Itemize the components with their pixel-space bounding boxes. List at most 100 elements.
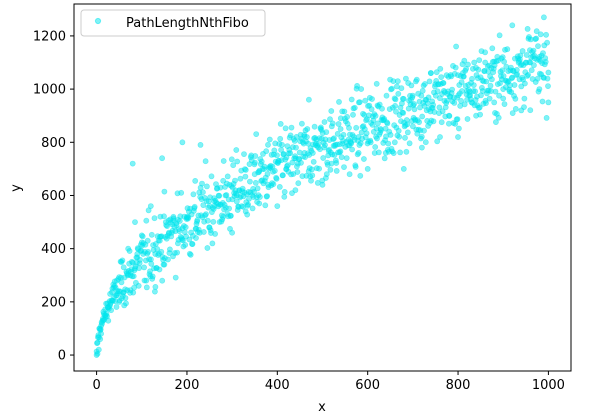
data-point bbox=[161, 188, 168, 195]
data-point bbox=[274, 152, 280, 159]
data-point bbox=[152, 283, 159, 290]
data-point bbox=[535, 43, 541, 49]
data-point bbox=[382, 149, 389, 156]
data-point bbox=[166, 246, 173, 253]
data-point bbox=[204, 217, 211, 224]
data-point bbox=[301, 149, 308, 156]
data-point bbox=[372, 112, 379, 119]
x-tick-label: 600 bbox=[355, 378, 380, 393]
data-point bbox=[360, 156, 367, 162]
data-point bbox=[509, 74, 516, 81]
data-point bbox=[373, 80, 380, 87]
data-point bbox=[540, 50, 546, 56]
data-point bbox=[333, 160, 340, 166]
data-point bbox=[105, 317, 112, 324]
data-point bbox=[393, 108, 399, 115]
data-point bbox=[402, 134, 408, 141]
data-point bbox=[279, 141, 285, 148]
data-point bbox=[495, 114, 502, 121]
data-point bbox=[178, 189, 185, 196]
data-point bbox=[340, 131, 347, 138]
data-point bbox=[422, 139, 429, 146]
data-point bbox=[241, 151, 247, 157]
data-point bbox=[190, 191, 197, 198]
y-tick-label: 200 bbox=[41, 295, 66, 310]
data-point bbox=[156, 237, 163, 244]
data-point bbox=[211, 195, 217, 201]
data-point bbox=[189, 241, 196, 247]
data-point bbox=[182, 224, 189, 231]
data-point bbox=[348, 140, 355, 147]
x-axis-title: x bbox=[318, 400, 326, 415]
data-point bbox=[251, 188, 257, 195]
data-point bbox=[98, 330, 104, 337]
x-tick-label: 1000 bbox=[532, 378, 565, 393]
data-point bbox=[440, 80, 447, 86]
data-point bbox=[319, 181, 326, 188]
y-axis-title: y bbox=[9, 184, 24, 192]
legend-box bbox=[80, 9, 266, 37]
data-point bbox=[245, 201, 251, 208]
data-point bbox=[476, 57, 483, 63]
data-point bbox=[530, 47, 537, 54]
data-point bbox=[496, 32, 503, 39]
data-point bbox=[511, 82, 518, 88]
data-point bbox=[458, 98, 464, 104]
data-point bbox=[226, 205, 232, 212]
data-point bbox=[100, 317, 107, 324]
data-point bbox=[461, 101, 468, 108]
data-point bbox=[500, 86, 507, 92]
data-point bbox=[496, 92, 502, 99]
data-point bbox=[455, 125, 462, 132]
data-point bbox=[521, 95, 528, 102]
data-point bbox=[186, 236, 193, 243]
data-point bbox=[418, 144, 425, 151]
data-point bbox=[216, 192, 223, 199]
data-point bbox=[273, 175, 280, 182]
data-point bbox=[316, 165, 322, 172]
data-point bbox=[95, 346, 102, 353]
data-point bbox=[161, 261, 168, 268]
data-point bbox=[252, 179, 259, 186]
data-point bbox=[242, 173, 249, 180]
data-point bbox=[482, 49, 488, 56]
data-point bbox=[501, 101, 508, 107]
data-point bbox=[411, 106, 418, 113]
data-point bbox=[504, 46, 511, 53]
data-point bbox=[184, 213, 190, 220]
data-point bbox=[512, 95, 519, 102]
data-point bbox=[212, 230, 218, 237]
data-point bbox=[430, 118, 437, 125]
data-point bbox=[403, 148, 410, 155]
data-point bbox=[193, 235, 199, 241]
data-point bbox=[174, 240, 181, 247]
data-point bbox=[418, 92, 425, 99]
data-point bbox=[525, 72, 531, 78]
data-point bbox=[509, 110, 516, 116]
data-point bbox=[125, 245, 132, 252]
data-point bbox=[199, 180, 205, 187]
data-point bbox=[519, 48, 526, 54]
data-point bbox=[544, 75, 551, 82]
data-point bbox=[472, 88, 478, 95]
data-point bbox=[252, 153, 259, 159]
data-point bbox=[489, 45, 496, 52]
data-point bbox=[256, 194, 263, 200]
data-point bbox=[165, 256, 171, 263]
data-point bbox=[395, 127, 402, 134]
scatter-points bbox=[93, 14, 552, 358]
data-point bbox=[165, 229, 172, 236]
data-point bbox=[476, 104, 483, 111]
data-point bbox=[449, 86, 455, 93]
data-point bbox=[512, 106, 519, 112]
data-point bbox=[458, 79, 465, 85]
data-point bbox=[265, 141, 271, 148]
data-point bbox=[400, 165, 407, 172]
data-point bbox=[537, 31, 544, 38]
data-point bbox=[402, 75, 409, 82]
data-point bbox=[421, 81, 428, 87]
data-point bbox=[404, 121, 411, 128]
data-point bbox=[350, 111, 356, 118]
data-point bbox=[545, 99, 552, 106]
data-point bbox=[143, 277, 150, 284]
